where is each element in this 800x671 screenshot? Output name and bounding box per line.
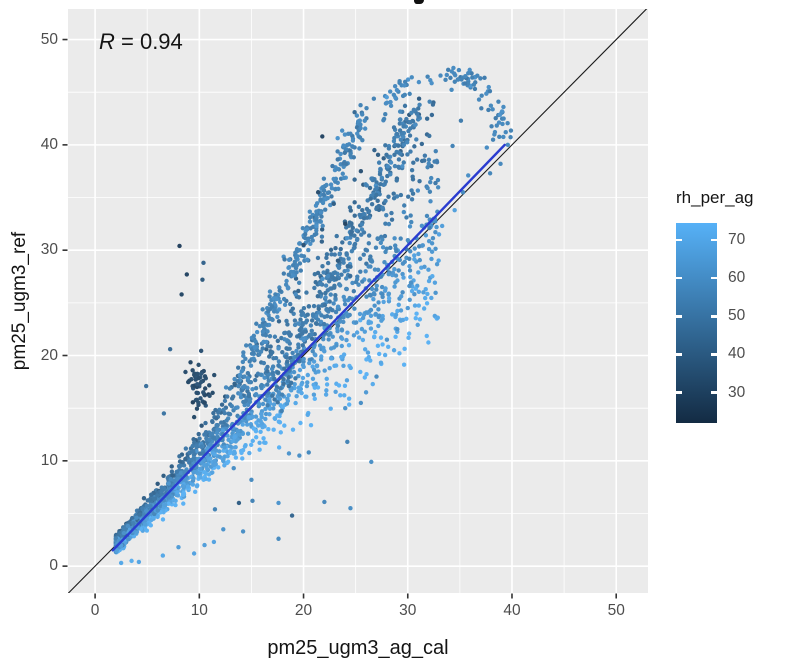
x-tick-label: 0 bbox=[90, 602, 100, 619]
legend-tick-mark bbox=[711, 391, 717, 394]
legend-tick-label: 50 bbox=[728, 307, 746, 325]
legend-tick-mark bbox=[676, 353, 682, 356]
x-tick-label: 40 bbox=[503, 602, 521, 619]
legend-title: rh_per_ag bbox=[676, 188, 754, 207]
correlation-symbol: R bbox=[99, 29, 115, 54]
legend-tick-mark bbox=[711, 353, 717, 356]
y-tick-label: 50 bbox=[40, 30, 58, 48]
legend-tick-label: 30 bbox=[728, 383, 746, 401]
legend-tick-mark bbox=[676, 315, 682, 318]
x-tick-label: 20 bbox=[294, 602, 313, 619]
legend-tick-mark bbox=[711, 315, 717, 318]
x-axis-title: pm25_ugm3_ag_cal bbox=[267, 637, 449, 659]
y-tick-label: 20 bbox=[40, 346, 58, 364]
y-tick-label: 0 bbox=[49, 557, 58, 575]
y-axis-title: pm25_ugm3_ref bbox=[9, 231, 30, 371]
y-tick-label: 30 bbox=[40, 241, 58, 259]
x-tick-label: 50 bbox=[607, 602, 625, 619]
y-tick-label: 10 bbox=[40, 451, 58, 469]
legend-tick-label: 60 bbox=[728, 269, 746, 287]
x-tick-label: 10 bbox=[190, 602, 208, 619]
legend-tick-mark bbox=[676, 277, 682, 280]
legend-tick-label: 70 bbox=[728, 231, 746, 249]
correlation-annotation: R = 0.94 bbox=[99, 29, 183, 55]
legend-colorbar bbox=[676, 223, 717, 423]
legend-tick-mark bbox=[676, 238, 682, 242]
legend-tick-mark bbox=[711, 277, 717, 280]
y-tick-label: 40 bbox=[40, 135, 58, 153]
legend-tick-mark bbox=[711, 238, 717, 242]
cropped-title-fragment bbox=[414, 0, 424, 4]
legend-tick-mark bbox=[676, 391, 682, 394]
correlation-value: = 0.94 bbox=[114, 29, 183, 54]
x-tick-label: 30 bbox=[399, 602, 417, 619]
legend-tick-label: 40 bbox=[728, 345, 746, 363]
